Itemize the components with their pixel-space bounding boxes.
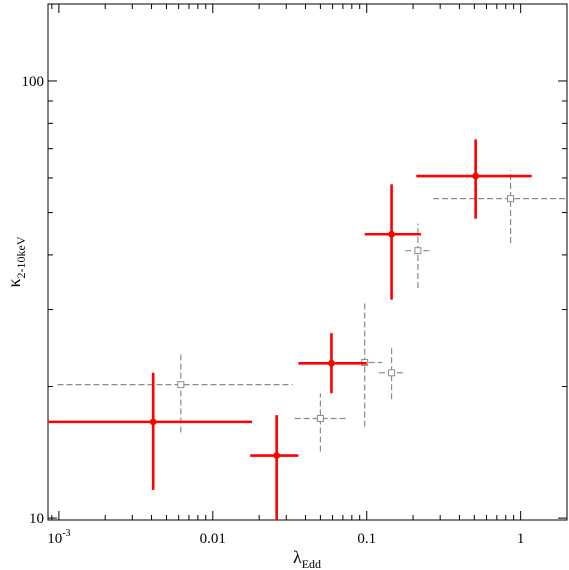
data-point	[414, 247, 422, 255]
data-point	[149, 418, 157, 426]
data-point	[177, 381, 185, 389]
data-point	[388, 230, 395, 238]
y-axis-label: κ2-10keV	[4, 236, 28, 287]
series-gray	[57, 170, 567, 452]
y-tick-label: 100	[22, 74, 45, 90]
data-point	[507, 195, 515, 203]
data-point	[316, 414, 324, 422]
y-tick-label: 10	[29, 511, 44, 527]
data-point	[388, 369, 396, 377]
plot-area	[47, 3, 568, 521]
x-tick-label: 0.1	[357, 531, 376, 547]
y-axis-label-subscript: 2-10keV	[14, 236, 28, 278]
data-point	[273, 452, 281, 459]
x-tick-label: 0.01	[200, 531, 226, 547]
x-tick-label: 10-3	[47, 528, 70, 547]
series-red	[48, 139, 532, 520]
axis-ticks: 10-3 0.01 0.1 1 10 100	[22, 4, 568, 547]
x-tick-label: 1	[517, 531, 525, 547]
x-axis-label-subscript: Edd	[302, 557, 321, 570]
x-axis-label: λEdd	[293, 547, 321, 570]
data-point	[472, 172, 480, 180]
series-layer	[48, 139, 567, 520]
data-point	[328, 359, 335, 367]
